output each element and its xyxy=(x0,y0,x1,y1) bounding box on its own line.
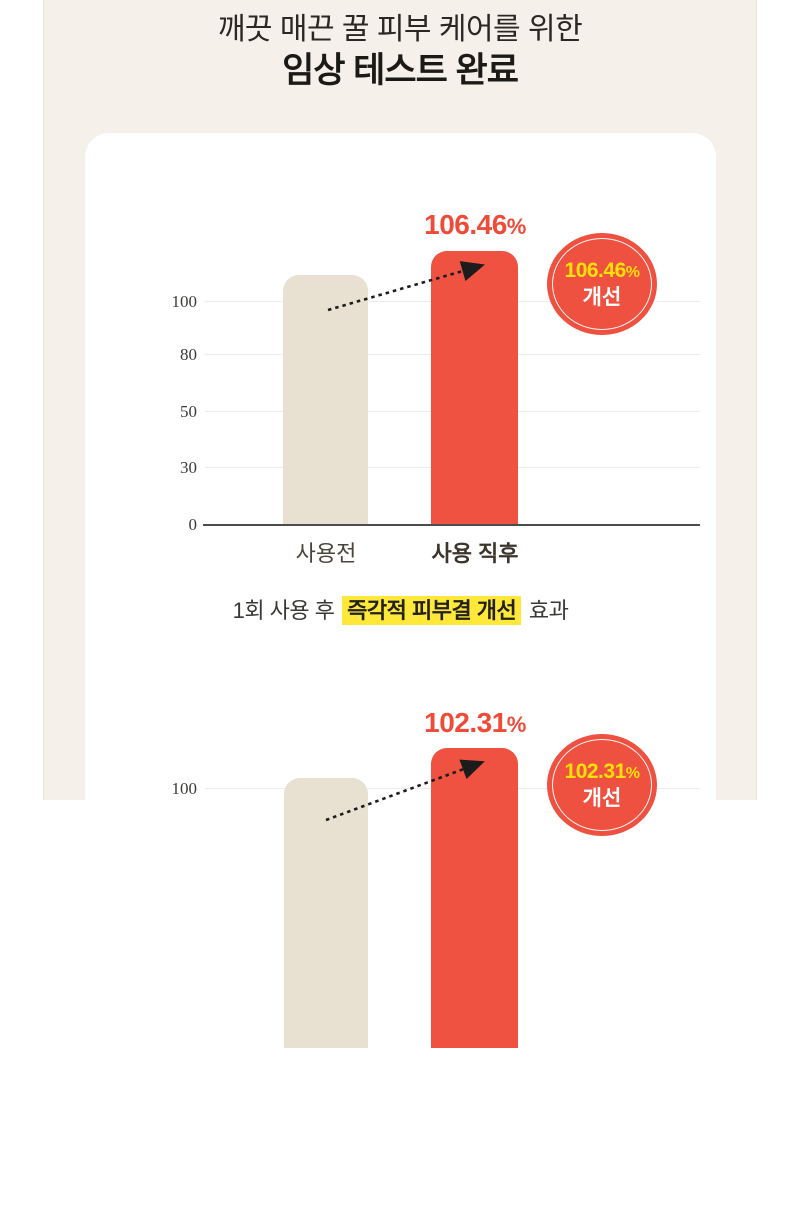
category-label-before: 사용전 xyxy=(295,541,357,566)
y-tick-0: 0 xyxy=(188,515,198,534)
chart-2-value-percent: % xyxy=(506,712,527,737)
bar-after-use xyxy=(431,251,518,524)
chart-2-value-label: 102.31% xyxy=(385,707,565,739)
badge-1-value: 106.46% xyxy=(565,258,640,285)
chart-1-caption: 1회 사용 후 즉각적 피부결 개선 효과 xyxy=(85,595,716,627)
bar-before-use xyxy=(283,275,368,524)
y-tick-30: 30 xyxy=(180,458,197,477)
badge-2-value: 102.31% xyxy=(565,759,640,786)
clinical-test-card: 106.46% 100 80 50 30 0 xyxy=(85,133,716,1213)
trend-arrow-icon-chart2 xyxy=(325,759,485,822)
caption-highlight: 즉각적 피부결 개선 xyxy=(342,596,522,625)
chart-1-value-label: 106.46% xyxy=(385,209,565,241)
title-line-1: 깨끗 매끈 꿀 피부 케어를 위한 xyxy=(217,13,583,46)
page-title: 깨끗 매끈 꿀 피부 케어를 위한 임상 테스트 완료 xyxy=(44,10,756,92)
badge-2-label: 개선 xyxy=(582,787,622,810)
improvement-badge-2: 102.31% 개선 xyxy=(547,734,657,836)
y-tick-50: 50 xyxy=(180,402,197,421)
chart-1-value-percent: % xyxy=(506,214,527,239)
chart-1-value-number: 106.46 xyxy=(424,209,507,240)
badge-1-percent: % xyxy=(625,264,640,281)
y-tick-80: 80 xyxy=(180,345,197,364)
y-tick-100: 100 xyxy=(171,292,198,311)
caption-post: 효과 xyxy=(523,598,569,623)
y-tick-100-chart2: 100 xyxy=(171,779,198,798)
badge-1-label: 개선 xyxy=(582,286,622,309)
improvement-badge-1: 106.46% 개선 xyxy=(547,233,657,335)
caption-pre: 1회 사용 후 xyxy=(232,598,341,623)
badge-1-number: 106.46 xyxy=(564,259,627,282)
x-axis-line xyxy=(203,524,700,526)
badge-2-number: 102.31 xyxy=(564,760,627,783)
badge-2-percent: % xyxy=(625,765,640,782)
title-line-2: 임상 테스트 완료 xyxy=(282,51,519,90)
trend-arrow-icon xyxy=(327,261,485,312)
chart-2-value-number: 102.31 xyxy=(424,707,507,738)
content-panel: 깨끗 매끈 꿀 피부 케어를 위한 임상 테스트 완료 106.46% 100 … xyxy=(43,0,757,1213)
category-label-after: 사용 직후 xyxy=(431,541,519,566)
